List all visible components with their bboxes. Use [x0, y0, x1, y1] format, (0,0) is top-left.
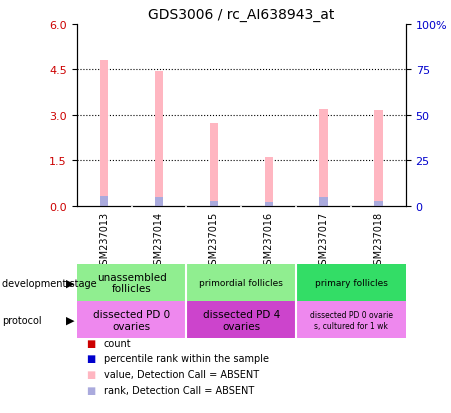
Bar — [374, 111, 382, 206]
Text: GSM237018: GSM237018 — [373, 211, 383, 270]
Bar — [374, 202, 382, 206]
Text: ■: ■ — [86, 369, 95, 379]
Text: GSM237015: GSM237015 — [209, 211, 219, 270]
Text: GSM237014: GSM237014 — [154, 211, 164, 270]
Text: GSM237016: GSM237016 — [264, 211, 274, 270]
Text: development stage: development stage — [2, 278, 97, 288]
Text: percentile rank within the sample: percentile rank within the sample — [104, 354, 269, 363]
Bar — [296, 264, 406, 301]
Text: ▶: ▶ — [66, 278, 74, 288]
Text: GSM237013: GSM237013 — [99, 211, 109, 270]
Bar — [210, 201, 218, 206]
Bar — [77, 301, 186, 339]
Bar — [100, 61, 108, 206]
Text: protocol: protocol — [2, 315, 42, 325]
Bar — [186, 264, 296, 301]
Text: ■: ■ — [86, 385, 95, 395]
Text: dissected PD 4
ovaries: dissected PD 4 ovaries — [202, 309, 280, 331]
Text: ■: ■ — [86, 338, 95, 348]
Title: GDS3006 / rc_AI638943_at: GDS3006 / rc_AI638943_at — [148, 8, 335, 22]
Bar — [186, 301, 296, 339]
Bar — [265, 158, 273, 206]
Text: count: count — [104, 338, 131, 348]
Text: dissected PD 0 ovarie
s, cultured for 1 wk: dissected PD 0 ovarie s, cultured for 1 … — [309, 311, 392, 330]
Bar — [319, 197, 328, 206]
Bar — [155, 197, 163, 206]
Bar — [155, 72, 163, 206]
Text: unassembled
follicles: unassembled follicles — [97, 272, 166, 294]
Bar — [77, 264, 186, 301]
Text: value, Detection Call = ABSENT: value, Detection Call = ABSENT — [104, 369, 259, 379]
Text: ■: ■ — [86, 354, 95, 363]
Bar — [296, 301, 406, 339]
Text: primary follicles: primary follicles — [315, 278, 387, 287]
Bar — [319, 109, 328, 206]
Text: GSM237017: GSM237017 — [318, 211, 329, 270]
Bar — [210, 123, 218, 206]
Text: ▶: ▶ — [66, 315, 74, 325]
Text: primordial follicles: primordial follicles — [199, 278, 283, 287]
Text: rank, Detection Call = ABSENT: rank, Detection Call = ABSENT — [104, 385, 254, 395]
Text: dissected PD 0
ovaries: dissected PD 0 ovaries — [93, 309, 170, 331]
Bar — [100, 197, 108, 206]
Bar — [265, 202, 273, 206]
